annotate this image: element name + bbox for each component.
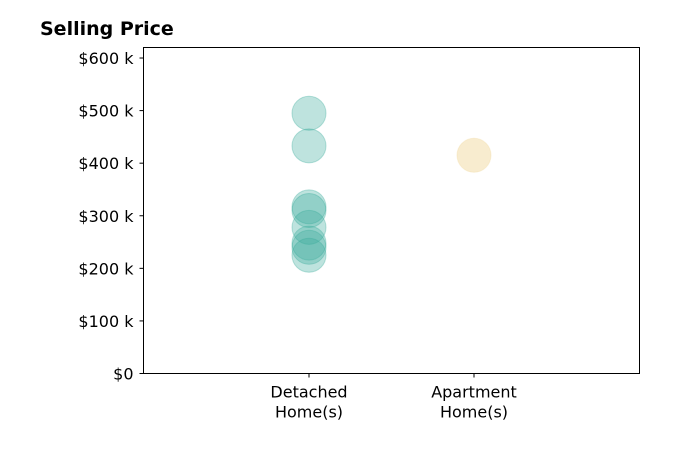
x-tick-label: Detached — [270, 383, 347, 402]
y-tick-label: $600 k — [78, 49, 134, 68]
x-tick-label: Home(s) — [440, 403, 508, 422]
y-tick-label: $200 k — [78, 259, 134, 278]
data-point — [291, 225, 327, 261]
y-tick-label: $500 k — [78, 102, 134, 121]
data-point — [456, 137, 492, 173]
data-points — [291, 95, 492, 273]
plot-frame — [143, 47, 640, 374]
y-tick-label: $0 — [113, 365, 133, 384]
y-tick-label: $300 k — [78, 207, 134, 226]
y-tick-label: $400 k — [78, 154, 134, 173]
data-point — [291, 189, 327, 225]
data-point — [291, 193, 327, 228]
chart-title: Selling Price — [40, 18, 174, 40]
data-point — [291, 229, 327, 265]
y-axis: $0 $100 k $200 k $300 k $400 k $500 k $600 k — [78, 49, 144, 384]
data-point — [291, 209, 327, 245]
data-point — [291, 237, 327, 273]
data-point — [291, 95, 327, 131]
x-tick-label: Home(s) — [275, 403, 343, 422]
y-tick-label: $100 k — [78, 312, 134, 331]
x-tick-label: Apartment — [431, 383, 517, 402]
data-point — [291, 128, 327, 164]
